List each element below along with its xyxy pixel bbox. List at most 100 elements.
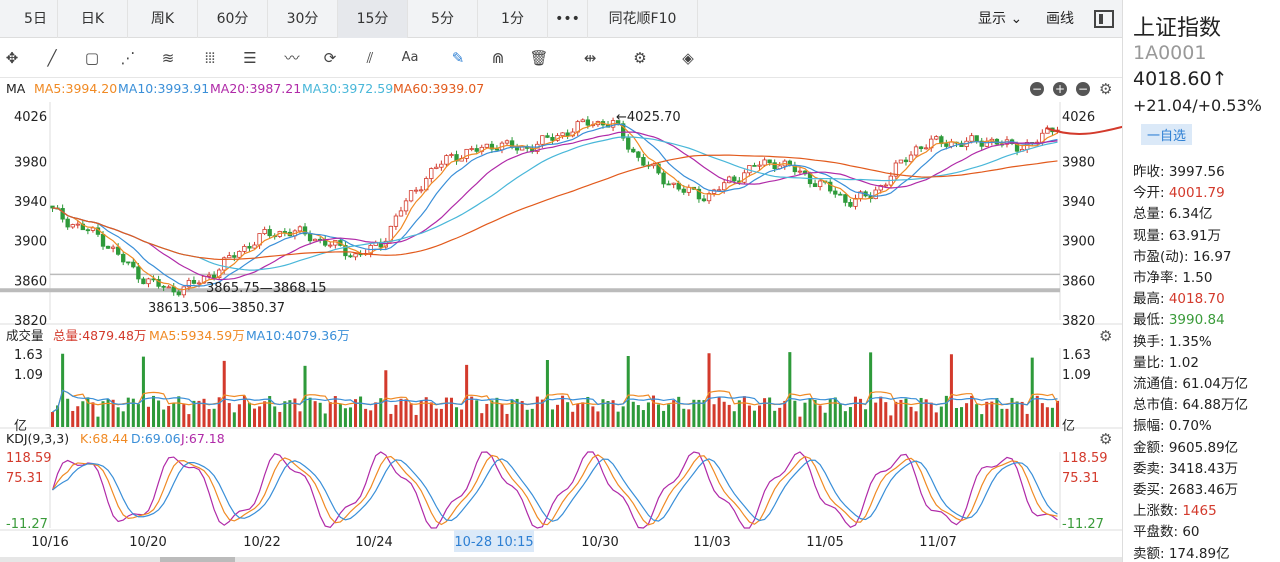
tab-4[interactable]: 30分 xyxy=(268,0,338,38)
panel-toggle-icon[interactable] xyxy=(1094,10,1114,28)
index-price: 4018.60↑ xyxy=(1133,68,1228,90)
quote-value: 2683.46万 xyxy=(1168,482,1239,498)
candle-body xyxy=(176,291,181,296)
tab-6[interactable]: 5分 xyxy=(408,0,478,38)
candle-body xyxy=(408,190,414,202)
ma10-value: MA10:3993.91 xyxy=(118,81,210,96)
zoom-in-icon[interactable]: + xyxy=(1053,82,1067,96)
candle-body xyxy=(146,278,151,285)
wave-tool-icon[interactable]: 〰 xyxy=(284,49,300,67)
tab-7[interactable]: 1分 xyxy=(478,0,548,38)
volume-ma10: MA10:4079.36万 xyxy=(246,328,350,343)
collapse-icon[interactable]: − xyxy=(1076,82,1090,96)
candle-body xyxy=(116,246,121,255)
split-view-icon[interactable]: ⇹ xyxy=(583,49,597,67)
candle-body xyxy=(419,189,424,192)
quote-value: 16.97 xyxy=(1192,248,1232,265)
candle-body xyxy=(661,172,666,185)
volume-tick-left: 1.09 xyxy=(14,368,43,383)
candle-body xyxy=(757,164,762,167)
candle-body xyxy=(65,218,70,228)
candle-body xyxy=(348,255,353,258)
quote-key: 委买: xyxy=(1133,482,1169,498)
price-tick-right: 3860 xyxy=(1062,274,1095,289)
x-axis-label: 10/16 xyxy=(31,535,68,550)
volume-ma10-line xyxy=(52,389,1058,413)
candle-body xyxy=(560,132,565,136)
candle-body xyxy=(353,253,358,258)
price-tick-left: 3860 xyxy=(14,274,47,289)
settings-gear-icon[interactable]: ⚙ xyxy=(633,49,647,67)
quote-row: 金额: 9605.89亿 xyxy=(1133,436,1238,456)
candle-body xyxy=(126,261,131,264)
candle-body xyxy=(843,194,848,203)
candle-body xyxy=(252,244,257,249)
fan-tool-icon[interactable]: ⋰ xyxy=(120,49,136,67)
pitchfork-icon[interactable]: ⫽ xyxy=(366,49,374,67)
candle-body xyxy=(944,143,949,147)
pen-icon[interactable]: ✎ xyxy=(451,49,465,67)
quote-key: 今开: xyxy=(1133,185,1169,202)
kdj-legend: KDJ(9,3,3) K:68.44 D:69.06 J:67.18 ⚙ xyxy=(0,429,1122,449)
kdj-tick-left: 75.31 xyxy=(6,471,43,486)
tab-5[interactable]: 15分 xyxy=(338,0,408,38)
fibonacci-icon[interactable]: ☰ xyxy=(243,49,257,67)
zoom-out-icon[interactable]: − xyxy=(1030,82,1044,96)
crosshair-move-icon[interactable]: ✥ xyxy=(5,49,19,67)
tab-0[interactable]: 5日 xyxy=(14,0,58,38)
candle-body xyxy=(883,184,888,187)
rectangle-tool-icon[interactable]: ▢ xyxy=(84,49,100,67)
chart-canvas[interactable]: 3820 3820 3860 3860 3900 3900 3940 3940 3980 3980… xyxy=(0,0,1122,562)
tab-1[interactable]: 日K xyxy=(58,0,128,38)
quote-value: 174.89亿 xyxy=(1168,545,1230,562)
candle-body xyxy=(181,286,186,296)
candle-body xyxy=(913,146,919,156)
candle-body xyxy=(247,245,252,249)
quote-key: 上涨数: xyxy=(1133,503,1183,520)
price-tick-right: 3940 xyxy=(1062,195,1095,210)
period-lines-icon[interactable]: ⦙⦙⦙ xyxy=(204,49,216,67)
candle-body xyxy=(742,172,747,183)
layers-icon[interactable]: ◈ xyxy=(682,49,694,67)
drawing-toolbar: ✥ ╱ ▢ ⋰ ≋ ⦙⦙⦙ ☰ 〰 ⟳ ⫽ Aa ✎ ⋒ 🗑 ⇹ ⚙ ◈ xyxy=(0,38,1122,78)
trash-icon[interactable]: 🗑 xyxy=(529,49,549,67)
kdj-j-line xyxy=(51,451,1058,529)
quote-row: 最低: 3990.84 xyxy=(1133,308,1225,328)
candle-body xyxy=(681,188,686,193)
channel-tool-icon[interactable]: ≋ xyxy=(161,49,175,67)
draw-line-button[interactable]: 画线 xyxy=(1046,11,1074,27)
tab-9[interactable]: 同花顺F10 xyxy=(588,0,698,38)
kdj-settings-icon[interactable]: ⚙ xyxy=(1099,430,1113,448)
quote-value: 0.70% xyxy=(1168,418,1212,435)
line-tool-icon[interactable]: ╱ xyxy=(47,49,57,67)
ma-settings-icon[interactable]: ⚙ xyxy=(1099,80,1113,98)
tab-8[interactable]: ••• xyxy=(548,0,588,38)
candle-body xyxy=(752,165,757,167)
candle-body xyxy=(484,143,489,148)
display-label: 显示 xyxy=(978,11,1006,27)
tab-3[interactable]: 60分 xyxy=(198,0,268,38)
cycle-tool-icon[interactable]: ⟳ xyxy=(323,49,337,67)
add-watchlist-button[interactable]: 一自选 xyxy=(1141,124,1193,145)
candle-body xyxy=(75,223,80,226)
candle-body xyxy=(641,157,646,166)
quote-value: 6.34亿 xyxy=(1168,206,1213,223)
quote-row: 振幅: 0.70% xyxy=(1133,414,1212,434)
candle-body xyxy=(232,255,237,258)
candle-body xyxy=(403,200,409,212)
volume-settings-icon[interactable]: ⚙ xyxy=(1099,327,1113,345)
crosshair-date: 10-28 10:15 xyxy=(454,535,533,550)
text-tool-icon[interactable]: Aa xyxy=(401,50,419,65)
quote-row: 量比: 1.02 xyxy=(1133,351,1199,371)
quote-value: 64.88万亿 xyxy=(1182,397,1248,414)
candle-body xyxy=(666,183,671,186)
candle-body xyxy=(211,274,217,279)
candle-body xyxy=(70,224,75,228)
quote-row: 委卖: 3418.43万 xyxy=(1133,457,1238,477)
magnet-icon[interactable]: ⋒ xyxy=(491,49,505,67)
display-menu[interactable]: 显示 ⌄ xyxy=(978,0,1022,38)
kdj-label: KDJ(9,3,3) xyxy=(6,431,70,446)
candle-body xyxy=(85,229,91,232)
tab-2[interactable]: 周K xyxy=(128,0,198,38)
candle-body xyxy=(60,208,65,220)
